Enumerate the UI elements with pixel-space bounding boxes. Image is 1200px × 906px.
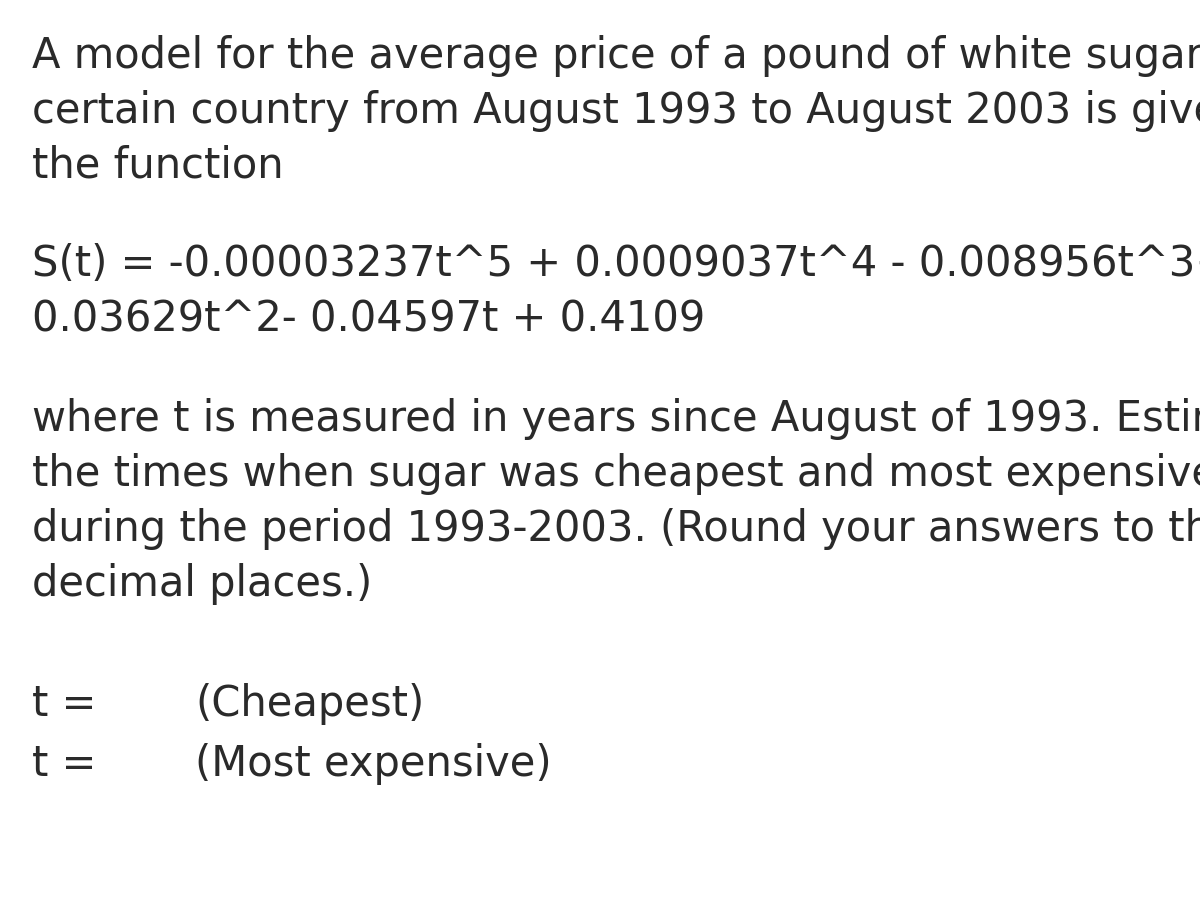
Text: t =: t = (32, 743, 96, 785)
Text: A model for the average price of a pound of white sugar in a: A model for the average price of a pound… (32, 35, 1200, 77)
Text: the function: the function (32, 145, 283, 187)
Text: during the period 1993-2003. (Round your answers to three: during the period 1993-2003. (Round your… (32, 508, 1200, 550)
Text: (Cheapest): (Cheapest) (194, 683, 425, 725)
Text: the times when sugar was cheapest and most expensive: the times when sugar was cheapest and mo… (32, 453, 1200, 495)
Text: 0.03629t^2- 0.04597t + 0.4109: 0.03629t^2- 0.04597t + 0.4109 (32, 298, 706, 340)
Text: decimal places.): decimal places.) (32, 563, 372, 605)
Text: where t is measured in years since August of 1993. Estimate: where t is measured in years since Augus… (32, 398, 1200, 440)
Text: (Most expensive): (Most expensive) (194, 743, 552, 785)
Text: S(t) = -0.00003237t^5 + 0.0009037t^4 - 0.008956t^3+: S(t) = -0.00003237t^5 + 0.0009037t^4 - 0… (32, 243, 1200, 285)
Text: t =: t = (32, 683, 96, 725)
Text: certain country from August 1993 to August 2003 is given by: certain country from August 1993 to Augu… (32, 90, 1200, 132)
